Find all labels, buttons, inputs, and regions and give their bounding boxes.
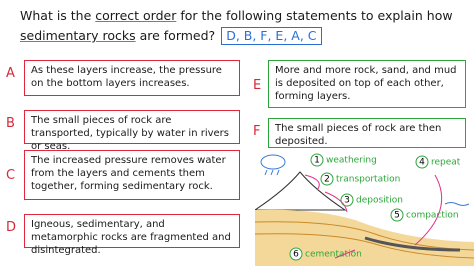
question-text: are formed?: [135, 28, 216, 43]
step-label: weathering: [326, 156, 377, 166]
step-circle: [415, 155, 429, 169]
step-circle: [289, 247, 303, 261]
step-number: 4: [419, 158, 425, 168]
question-text: What is the: [20, 8, 96, 23]
option-letter: A: [6, 66, 15, 81]
answer: D, B, F, E, A, C: [221, 27, 322, 45]
statement: As these layers increase, the pressure o…: [24, 60, 240, 96]
step-label: deposition: [356, 196, 403, 206]
option-letter: B: [6, 116, 15, 131]
rock-layer: [364, 236, 461, 252]
step-number: 2: [324, 175, 330, 185]
step-label: repeat: [431, 158, 461, 168]
step-number: 3: [344, 196, 350, 206]
cloud: [260, 154, 286, 170]
statement: The small pieces of rock are then deposi…: [268, 118, 466, 148]
layer: [255, 221, 474, 251]
layer: [255, 233, 474, 259]
arrow: [334, 249, 356, 259]
statement: The small pieces of rock are transported…: [24, 110, 240, 152]
option-letter: F: [253, 124, 261, 139]
statement: Igneous, sedimentary, and metamorphic ro…: [24, 214, 240, 256]
step-number: 1: [314, 156, 320, 166]
statement: The increased pressure removes water fro…: [24, 150, 240, 200]
statement: More and more rock, sand, and mud is dep…: [268, 60, 466, 108]
rain: [264, 169, 280, 176]
option-letter: C: [6, 168, 16, 183]
question-emphasis: sedimentary rocks: [20, 28, 136, 43]
step-label: compaction: [406, 211, 459, 221]
step-number: 5: [394, 211, 400, 221]
question: What is the correct order for the follow…: [20, 6, 460, 46]
option-letter: D: [6, 220, 17, 235]
arrow: [414, 174, 443, 246]
question-text: for the following statements to explain …: [176, 8, 453, 23]
step-label: cementation: [305, 250, 362, 260]
option-letter: E: [253, 78, 262, 93]
step-circle: [320, 172, 334, 186]
arrow: [304, 174, 320, 191]
question-emphasis: correct order: [95, 8, 177, 23]
step-number: 6: [293, 250, 299, 260]
sediment: [255, 209, 474, 266]
step-circle: [310, 153, 324, 167]
step-circle: [340, 193, 354, 207]
rock-cycle-diagram: 1 weathering 2 transportation 3 depositi…: [255, 153, 474, 266]
step-label: transportation: [336, 175, 400, 185]
water: [444, 202, 470, 206]
step-circle: [390, 208, 404, 222]
arrow: [324, 191, 348, 213]
mountain: [255, 171, 347, 211]
